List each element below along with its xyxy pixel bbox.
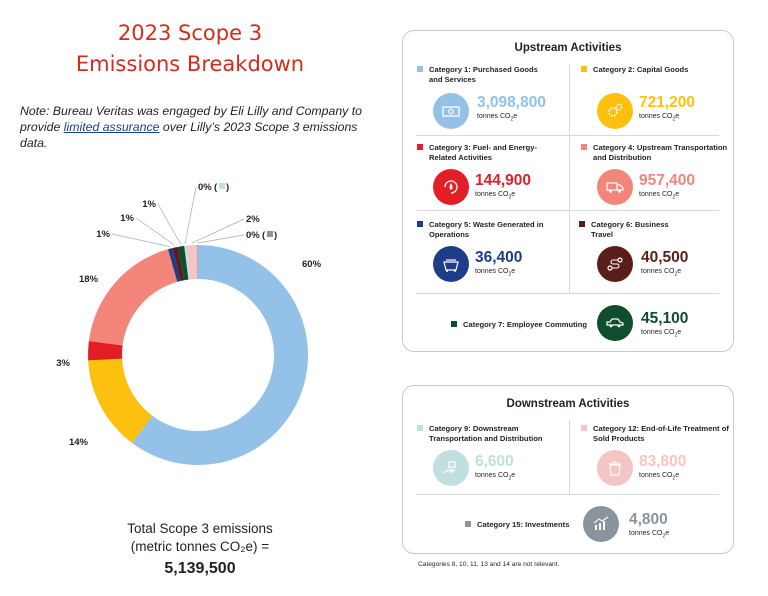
divider — [416, 210, 719, 211]
total-emissions: Total Scope 3 emissions (metric tonnes C… — [80, 520, 320, 578]
donut-slice — [197, 245, 198, 280]
category-1-value: 3,098,800 — [477, 94, 546, 111]
gears-icon — [597, 93, 633, 129]
category-2-label: Category 2: Capital Goods — [581, 65, 713, 75]
slice-label: 2% — [246, 214, 260, 225]
unit-label: tonnes CO2e — [639, 472, 680, 482]
slice-color-swatch — [219, 183, 225, 189]
donut-chart: 60%14%3%18%1%1%1%0%()2%0%() — [56, 182, 322, 466]
divider — [416, 494, 719, 495]
divider — [416, 135, 719, 136]
slice-label: 3% — [56, 358, 70, 369]
title-line-2: Emissions Breakdown — [75, 52, 305, 76]
unit-label: tonnes CO2e — [475, 268, 516, 278]
category-4-value: 957,400 — [639, 172, 696, 189]
total-line-1: Total Scope 3 emissions — [127, 521, 273, 536]
paren-open: ( — [262, 230, 266, 241]
leader-line — [184, 186, 197, 244]
note-text-start: Note: Bureau Veritas was engaged by Eli … — [20, 104, 363, 134]
donut-slice — [168, 247, 181, 282]
donut-slice — [88, 358, 153, 444]
donut-slice — [178, 245, 189, 281]
divider — [569, 420, 570, 494]
fuel-cycle-icon — [433, 169, 469, 205]
category-3-value: 144,900 — [475, 172, 532, 189]
unit-label: tonnes CO2e — [639, 113, 680, 123]
car-icon — [597, 305, 633, 341]
assurance-note: Note: Bureau Veritas was engaged by Eli … — [20, 103, 365, 151]
investment-chart-icon — [583, 506, 619, 542]
donut-slice — [172, 246, 185, 282]
category-6-value: 40,500 — [641, 249, 689, 266]
category-3-label: Category 3: Fuel- and Energy-Related Act… — [417, 143, 539, 163]
unit-label: tonnes CO2e — [639, 191, 680, 201]
category-4-label: Category 4: Upstream Transportation and … — [581, 143, 733, 163]
unit-label: tonnes CO2e — [475, 472, 516, 482]
category-9-label: Category 9: Downstream Transportation an… — [417, 424, 569, 444]
downstream-panel: Downstream Activities Category 9: Downst… — [402, 385, 734, 554]
category-12-label: Category 12: End-of-Life Treatment of So… — [581, 424, 733, 444]
slice-label: 14% — [69, 437, 89, 448]
slice-label: 0% — [246, 230, 260, 241]
title-line-1: 2023 Scope 3 — [117, 21, 263, 45]
money-icon — [433, 93, 469, 129]
donut-slice — [132, 245, 309, 466]
slice-color-swatch — [267, 231, 273, 237]
category-15-value: 4,800 — [629, 511, 668, 528]
unit-label: tonnes CO2e — [641, 268, 682, 278]
route-icon — [597, 246, 633, 282]
donut-slice — [186, 245, 198, 280]
donut-slice — [88, 249, 178, 346]
category-12-value: 83,800 — [639, 453, 687, 470]
note-text-end: over Lilly’s 2023 Scope 3 emissions data… — [20, 120, 358, 150]
downstream-title: Downstream Activities — [506, 398, 630, 410]
trash-can-icon — [597, 450, 633, 486]
category-1-label: Category 1: Purchased Goods and Services — [417, 65, 549, 85]
slice-label: 18% — [79, 274, 99, 285]
unit-label: tonnes CO2e — [475, 191, 516, 201]
slice-label: 1% — [96, 229, 110, 240]
limited-assurance-link[interactable]: limited assurance — [63, 120, 160, 134]
category-2-value: 721,200 — [639, 94, 696, 111]
truck-icon — [597, 169, 633, 205]
slice-label: 1% — [142, 199, 156, 210]
divider — [569, 64, 570, 293]
upstream-panel: Upstream Activities Category 1: Purchase… — [402, 30, 734, 352]
slice-label: 1% — [120, 213, 134, 224]
leader-line — [135, 217, 176, 246]
category-7-label: Category 7: Employee Commuting — [451, 320, 623, 330]
paren-open: ( — [214, 182, 218, 193]
unit-label: tonnes CO2e — [641, 329, 682, 339]
footnote: Categories 8, 10, 11, 13 and 14 are not … — [418, 561, 560, 568]
category-6-label: Category 6: Business Travel — [579, 220, 691, 240]
leader-line — [191, 218, 245, 244]
category-5-label: Category 5: Waste Generated in Operation… — [417, 220, 549, 240]
upstream-title: Upstream Activities — [514, 42, 622, 54]
paren-close: ) — [226, 182, 229, 193]
hand-box-icon — [433, 450, 469, 486]
paren-close: ) — [274, 230, 277, 241]
divider — [416, 293, 719, 294]
unit-label: tonnes CO2e — [477, 113, 518, 123]
total-value: 5,139,500 — [164, 560, 236, 577]
leader-line — [111, 233, 170, 247]
category-5-value: 36,400 — [475, 249, 523, 266]
slice-label: 60% — [302, 259, 322, 270]
leader-line — [157, 203, 182, 245]
leader-line — [197, 234, 245, 244]
unit-label: tonnes CO2e — [629, 530, 670, 540]
category-7-value: 45,100 — [641, 310, 689, 327]
total-line-2: (metric tonnes CO₂e) = — [130, 539, 270, 554]
category-15-label: Category 15: Investments — [465, 520, 597, 530]
chart-title: 2023 Scope 3 Emissions Breakdown — [20, 18, 360, 80]
category-9-value: 6,600 — [475, 453, 514, 470]
slice-label: 0% — [198, 182, 212, 193]
donut-slice — [184, 245, 190, 280]
donut-slice — [88, 341, 123, 361]
dumpster-icon — [433, 246, 469, 282]
